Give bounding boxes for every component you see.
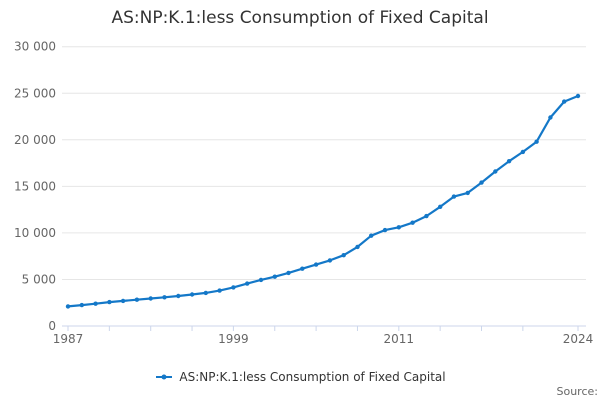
data-point[interactable] — [534, 139, 539, 144]
y-axis-label: 15 000 — [14, 179, 56, 193]
x-axis-label: 2011 — [384, 332, 415, 346]
data-point[interactable] — [548, 115, 553, 120]
data-point[interactable] — [424, 213, 429, 219]
data-point[interactable] — [79, 302, 85, 308]
y-axis-label: 10 000 — [14, 226, 56, 240]
x-axis-label: 1999 — [218, 332, 249, 346]
data-point[interactable] — [245, 281, 250, 286]
data-point[interactable] — [493, 169, 498, 174]
legend-series-label: AS:NP:K.1:less Consumption of Fixed Capi… — [179, 370, 446, 384]
data-point[interactable] — [451, 194, 457, 199]
data-point[interactable] — [189, 292, 195, 297]
data-point[interactable] — [341, 253, 346, 258]
y-axis-label: 20 000 — [14, 133, 56, 147]
y-axis-label: 25 000 — [14, 86, 56, 100]
data-point[interactable] — [396, 225, 401, 230]
data-point[interactable] — [203, 290, 208, 296]
data-point[interactable] — [217, 288, 222, 293]
y-axis-label: 30 000 — [14, 40, 56, 54]
data-point[interactable] — [410, 220, 415, 225]
data-point[interactable] — [258, 277, 264, 283]
data-point[interactable] — [272, 274, 277, 279]
data-point[interactable] — [93, 301, 98, 306]
data-point[interactable] — [176, 293, 181, 299]
data-point[interactable] — [148, 296, 153, 301]
data-point[interactable] — [120, 298, 126, 304]
y-axis-label: 5 000 — [22, 272, 56, 286]
data-point[interactable] — [327, 258, 333, 263]
data-point[interactable] — [65, 304, 71, 309]
chart-title: AS:NP:K.1:less Consumption of Fixed Capi… — [111, 8, 489, 28]
data-point[interactable] — [286, 270, 291, 276]
data-point[interactable] — [520, 149, 526, 155]
data-point[interactable] — [134, 297, 140, 302]
series-line[interactable] — [66, 94, 580, 308]
data-point[interactable] — [231, 285, 236, 290]
data-point[interactable] — [369, 233, 374, 238]
data-point[interactable] — [465, 190, 470, 196]
legend-item[interactable]: AS:NP:K.1:less Consumption of Fixed Capi… — [0, 370, 600, 384]
y-axis-label: 0 — [48, 319, 56, 333]
data-point[interactable] — [313, 262, 319, 267]
data-point[interactable] — [562, 99, 567, 104]
x-axis-label: 1987 — [53, 332, 84, 346]
data-point[interactable] — [438, 204, 443, 209]
data-point[interactable] — [479, 180, 484, 185]
data-point[interactable] — [107, 299, 112, 305]
legend-line-marker-icon — [156, 374, 173, 380]
data-point[interactable] — [355, 244, 360, 250]
x-axis-label: 2024 — [563, 332, 594, 346]
data-point[interactable] — [506, 159, 512, 164]
data-point[interactable] — [575, 93, 581, 99]
data-point[interactable] — [300, 266, 305, 271]
data-point[interactable] — [382, 227, 388, 233]
source-label: Source: — [556, 385, 599, 398]
data-point[interactable] — [162, 295, 167, 300]
